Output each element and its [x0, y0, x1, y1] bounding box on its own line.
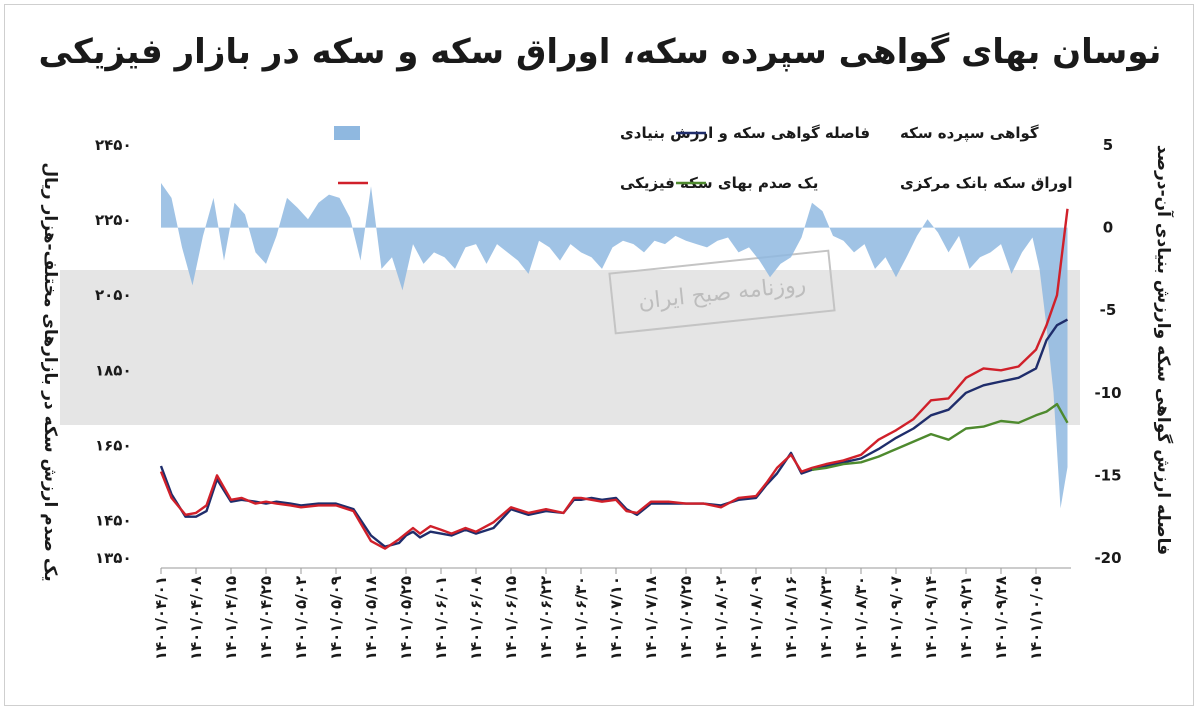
x-tick-label: ۱۴۰۱/۰۸/۱۶ — [782, 576, 800, 660]
y-right-tick-label: -5 — [1100, 301, 1117, 319]
line-series-2 — [811, 402, 1069, 471]
y-left-tick-label: ۱۶۵۰ — [95, 436, 132, 454]
x-tick-label: ۱۴۰۱/۰۹/۲۸ — [992, 576, 1010, 660]
x-tick-label: ۱۴۰۱/۰۶/۲۲ — [537, 576, 555, 660]
line-series-1 — [159, 208, 1069, 550]
x-tick-label: ۱۴۰۱/۰۹/۱۴ — [922, 576, 940, 660]
y-right-tick-label: -20 — [1094, 549, 1121, 567]
y-right-tick-label: -15 — [1094, 466, 1121, 484]
x-tick-label: ۱۴۰۱/۰۴/۰۸ — [187, 576, 205, 660]
x-tick-label: ۱۴۰۱/۰۶/۰۱ — [432, 576, 450, 660]
line-series-0 — [159, 318, 1069, 548]
y-right-tick-label: 0 — [1103, 219, 1113, 237]
legend-label: اوراق سکه بانک مرکزی — [900, 174, 1073, 192]
watermark-stamp — [608, 249, 836, 335]
x-tick-label: ۱۴۰۱/۰۶/۳۰ — [572, 576, 590, 660]
y-right-tick-label: 5 — [1103, 136, 1113, 154]
x-tick-label: ۱۴۰۱/۱۰/۰۵ — [1027, 576, 1045, 660]
x-tick-label: ۱۴۰۱/۰۵/۰۹ — [327, 576, 345, 660]
x-tick-label: ۱۴۰۱/۰۶/۱۵ — [502, 576, 520, 660]
legend-label: گواهی سپرده سکه — [900, 124, 1039, 143]
y-right-tick-label: -10 — [1094, 384, 1121, 402]
watermark-band — [60, 270, 1080, 425]
x-tick-label: ۱۴۰۱/۰۹/۰۷ — [887, 576, 905, 660]
x-tick-label: ۱۴۰۱/۰۸/۳۰ — [852, 576, 870, 660]
x-tick-label: ۱۴۰۱/۰۵/۲۵ — [397, 576, 415, 660]
y-left-tick-label: ۲۰۵۰ — [95, 286, 132, 304]
x-tick-label: ۱۴۰۱/۰۷/۲۵ — [677, 576, 695, 660]
legend-label: فاصله گواهی سکه و ارزش بنیادی — [620, 124, 870, 142]
x-tick-label: ۱۴۰۱/۰۴/۰۱ — [152, 576, 170, 660]
x-tick-label: ۱۴۰۱/۰۸/۲۳ — [817, 576, 835, 660]
x-tick-label: ۱۴۰۱/۰۴/۲۵ — [257, 576, 275, 660]
x-tick-label: ۱۴۰۱/۰۷/۱۰ — [607, 576, 625, 660]
y-left-tick-label: ۲۲۵۰ — [95, 211, 132, 229]
x-tick-label: ۱۴۰۱/۰۴/۱۵ — [222, 576, 240, 660]
frame-border — [4, 4, 1194, 706]
y-left-tick-label: ۱۸۵۰ — [95, 361, 132, 379]
x-tick-label: ۱۴۰۱/۰۵/۱۸ — [362, 576, 380, 660]
x-tick-label: ۱۴۰۱/۰۸/۰۹ — [747, 576, 765, 660]
x-tick-label: ۱۴۰۱/۰۹/۲۱ — [957, 576, 975, 660]
y-left-tick-label: ۱۳۵۰ — [95, 549, 132, 567]
y-left-tick-label: ۱۴۵۰ — [95, 511, 132, 529]
legend-swatch-area — [334, 126, 360, 140]
x-tick-label: ۱۴۰۱/۰۷/۱۸ — [642, 576, 660, 660]
legend-label: یک صدم بهای سکه فیزیکی — [620, 174, 818, 192]
x-tick-label: ۱۴۰۱/۰۶/۰۸ — [467, 576, 485, 660]
x-tick-label: ۱۴۰۱/۰۸/۰۲ — [712, 576, 730, 660]
chart-title: نوسان بهای گواهی سپرده سکه، اوراق سکه و … — [38, 32, 1162, 72]
y-left-tick-label: ۲۴۵۰ — [95, 136, 132, 154]
x-tick-label: ۱۴۰۱/۰۵/۰۲ — [292, 576, 310, 660]
